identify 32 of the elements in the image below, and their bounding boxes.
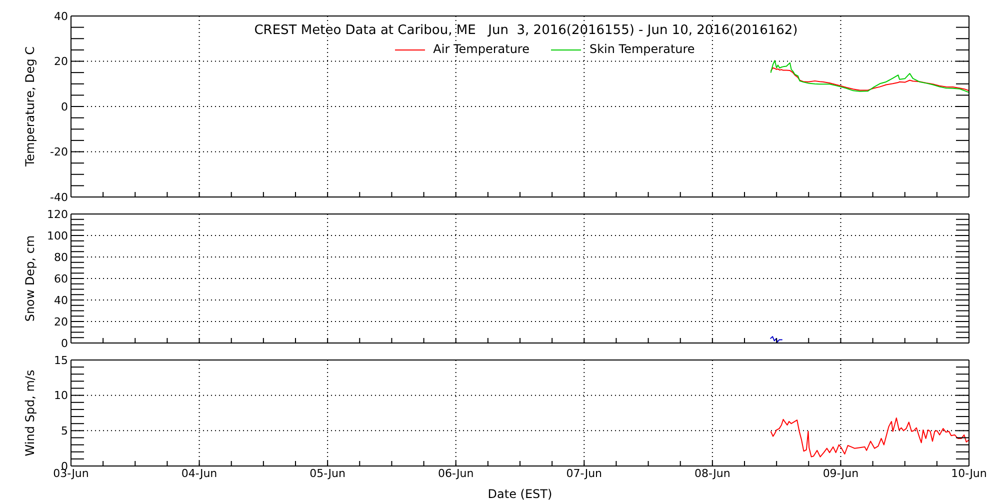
- y-axis-title: Snow Dep, cm: [22, 235, 37, 322]
- y-tick-label: 15: [54, 354, 68, 367]
- x-axis-title: Date (EST): [488, 487, 552, 500]
- y-tick-label: 0: [61, 100, 68, 114]
- x-tick-label: 08-Jun: [694, 466, 730, 480]
- y-tick-label: -20: [50, 146, 68, 159]
- line-series: [770, 67, 969, 92]
- legend-label: Skin Temperature: [589, 42, 695, 56]
- y-tick-label: 0: [61, 336, 68, 350]
- y-tick-label: 40: [54, 10, 68, 23]
- x-tick-label: 06-Jun: [438, 466, 474, 480]
- y-tick-label: 5: [61, 424, 68, 438]
- y-tick-label: 80: [54, 250, 68, 264]
- y-tick-label: 40: [54, 294, 68, 307]
- line-series: [770, 417, 969, 458]
- y-axis-title: Wind Spd, m/s: [22, 370, 37, 456]
- x-tick-label: 10-Jun: [951, 466, 987, 480]
- y-axis-title: Temperature, Deg C: [22, 46, 37, 168]
- y-tick-label: 120: [47, 208, 68, 221]
- x-tick-label: 07-Jun: [566, 466, 602, 480]
- x-tick-label: 04-Jun: [181, 466, 218, 480]
- y-tick-label: 20: [54, 55, 68, 68]
- text: CREST Meteo Data at Caribou, ME Jun 3, 2016(2016155) - Jun 10, 2016(2016162): [253, 23, 799, 39]
- line-series: [770, 60, 969, 93]
- y-tick-label: 10: [54, 389, 68, 402]
- x-tick-label: 05-Jun: [310, 466, 346, 480]
- x-tick-label: 09-Jun: [822, 466, 859, 480]
- y-tick-label: 60: [54, 272, 68, 286]
- legend-label: Air Temperature: [433, 42, 530, 56]
- y-tick-label: -40: [50, 190, 68, 204]
- y-tick-label: 20: [54, 315, 68, 328]
- y-tick-label: 100: [47, 229, 68, 242]
